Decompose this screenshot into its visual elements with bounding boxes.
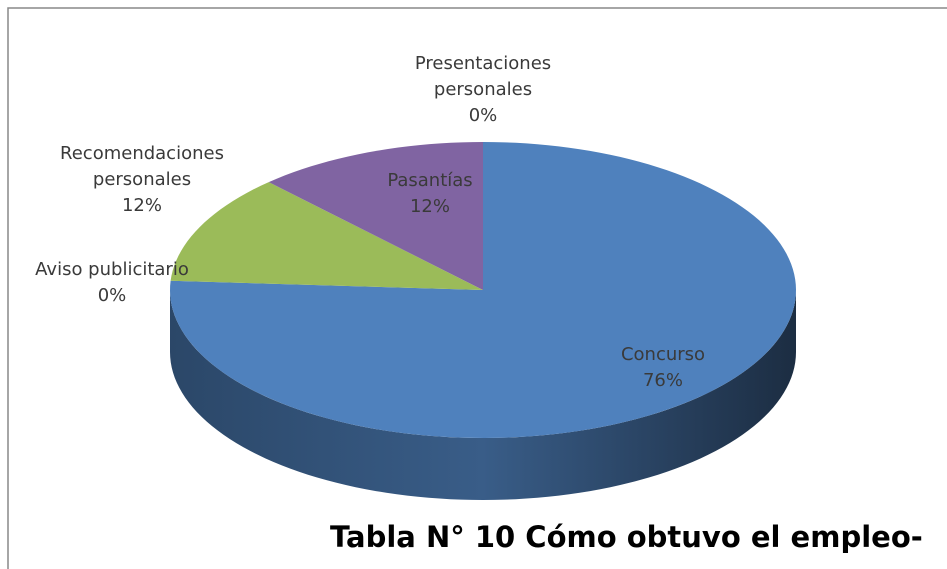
pie-slice (170, 182, 484, 290)
data-label: Concurso 76% (558, 342, 768, 394)
slice-name: Pasantías (387, 170, 473, 191)
data-label: Aviso publicitario 0% (7, 257, 217, 309)
slice-name: Concurso (620, 344, 706, 365)
chart-frame (7, 7, 947, 569)
slice-value: 0% (97, 285, 127, 306)
data-label: Presentaciones personales 0% (378, 51, 588, 129)
slice-name: Recomendaciones personales (60, 143, 224, 190)
slice-value: 12% (121, 195, 162, 216)
slice-value: 76% (642, 370, 683, 391)
pie-side (170, 290, 796, 500)
chart-title: Tabla N° 10 Cómo obtuvo el empleo- (330, 520, 923, 554)
pie-slice (170, 142, 796, 438)
data-label: Recomendaciones personales 12% (47, 141, 237, 219)
data-label: Pasantías 12% (325, 168, 535, 220)
pie-slice (268, 142, 483, 290)
slice-value: 0% (468, 105, 498, 126)
slice-name: Presentaciones personales (414, 53, 552, 100)
slice-value: 12% (409, 196, 450, 217)
slice-name: Aviso publicitario (35, 259, 189, 280)
